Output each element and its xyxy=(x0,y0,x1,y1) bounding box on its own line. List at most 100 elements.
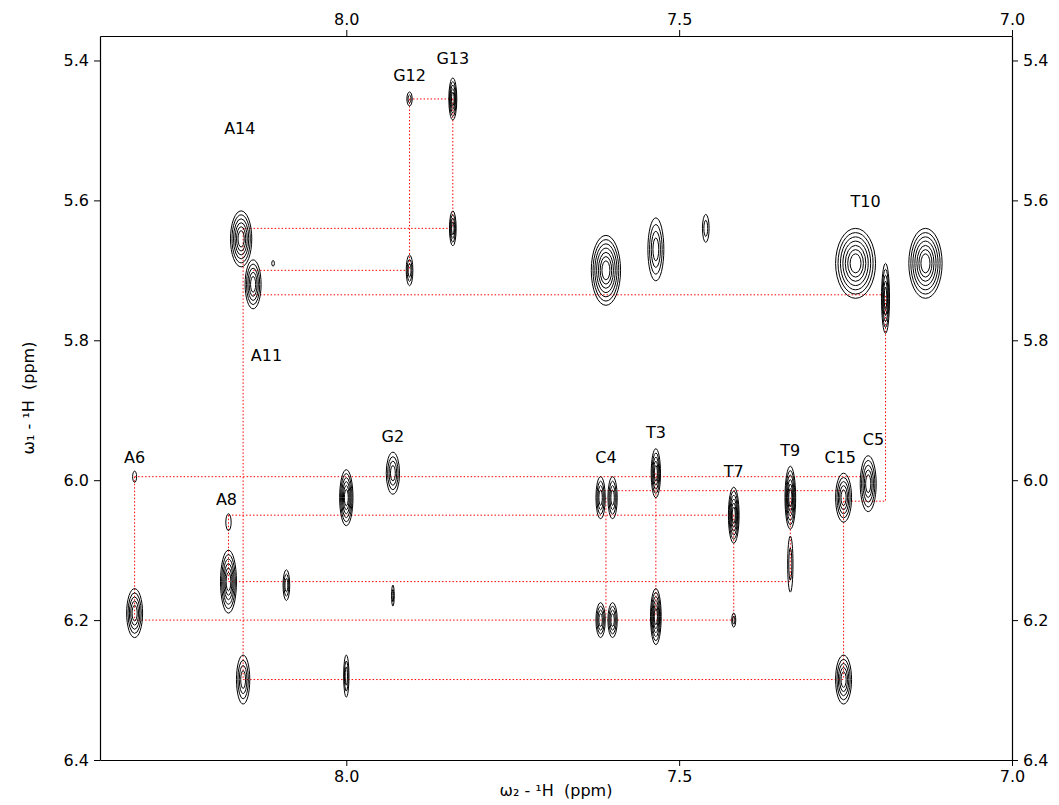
axis-line xyxy=(101,760,1013,761)
tick: 5.4 xyxy=(1012,51,1048,70)
contour xyxy=(609,606,616,634)
contour xyxy=(862,460,875,506)
peak-label: A11 xyxy=(251,346,282,365)
peak xyxy=(909,228,942,298)
peak xyxy=(406,255,413,286)
contour xyxy=(598,610,603,630)
peak xyxy=(449,211,456,246)
tick-mark xyxy=(679,760,680,766)
contour xyxy=(283,570,290,601)
tick: 6.2 xyxy=(1012,611,1048,630)
peak xyxy=(449,78,457,120)
contour xyxy=(284,574,289,596)
connection-line xyxy=(135,476,869,477)
contour xyxy=(608,603,617,638)
peak xyxy=(596,477,605,519)
contour xyxy=(841,672,846,688)
contour xyxy=(345,667,347,685)
contour xyxy=(654,461,659,485)
tick-mark xyxy=(1012,30,1013,36)
peak xyxy=(245,260,261,309)
tick-label: 6.0 xyxy=(1023,471,1048,490)
contour xyxy=(285,578,288,591)
tick: 6.2 xyxy=(64,611,100,630)
connection-line xyxy=(243,228,244,679)
contour xyxy=(245,260,261,309)
peak xyxy=(127,589,143,638)
tick-label: 6.2 xyxy=(64,611,89,630)
peak xyxy=(648,218,664,281)
tick: 6.0 xyxy=(64,471,100,490)
contour xyxy=(408,264,411,277)
contour xyxy=(390,466,395,481)
contour xyxy=(651,449,660,498)
tick-mark xyxy=(94,340,100,341)
contour xyxy=(838,233,873,294)
tick-label: 6.4 xyxy=(1023,751,1048,770)
contour xyxy=(730,495,738,535)
contour xyxy=(389,461,397,485)
peak xyxy=(236,655,249,704)
contour xyxy=(237,227,246,251)
contour xyxy=(863,465,874,502)
tick-label: 5.4 xyxy=(64,51,89,70)
peak-label: T3 xyxy=(645,423,666,442)
contour xyxy=(342,478,352,518)
contour xyxy=(654,465,657,481)
contour xyxy=(342,482,350,514)
peak-label: A8 xyxy=(216,490,237,509)
contour xyxy=(129,597,140,629)
contour xyxy=(611,490,614,505)
x-axis-title: ω₂ - ¹H (ppm) xyxy=(500,781,613,800)
tick: 5.8 xyxy=(1012,331,1048,350)
connection-line xyxy=(243,228,453,229)
contour xyxy=(220,550,236,613)
tick-mark xyxy=(1012,340,1018,341)
tick-mark xyxy=(94,200,100,201)
connection-line xyxy=(601,490,844,491)
peak-label: C5 xyxy=(863,430,884,449)
y-axis-title: ω₁ - ¹H (ppm) xyxy=(19,342,38,455)
tick-label: 8.0 xyxy=(334,767,359,786)
peak-label: G13 xyxy=(436,49,469,68)
contour xyxy=(344,661,348,691)
tick-label: 7.0 xyxy=(1000,10,1025,29)
tick-label: 7.5 xyxy=(667,767,692,786)
tick: 6.4 xyxy=(64,751,100,770)
contour xyxy=(732,507,735,523)
peak xyxy=(133,471,137,482)
peak xyxy=(340,470,353,526)
peak-label: A6 xyxy=(124,448,145,467)
contour xyxy=(591,235,620,305)
tick-label: 6.0 xyxy=(64,471,89,490)
peak xyxy=(596,603,605,638)
contour xyxy=(599,614,602,627)
contour xyxy=(882,269,889,327)
contour xyxy=(653,238,659,261)
tick: 5.6 xyxy=(1012,191,1048,210)
contour xyxy=(450,85,455,113)
contour xyxy=(788,484,793,511)
contour xyxy=(883,275,888,321)
contour xyxy=(344,655,349,697)
contour xyxy=(131,601,139,625)
contour xyxy=(840,668,848,692)
contour xyxy=(729,491,738,539)
peak xyxy=(220,550,236,613)
contour xyxy=(836,473,852,522)
y-axis-right: 5.4 5.6 5.8 6.0 6.2 6.4 xyxy=(1012,37,1048,770)
contour xyxy=(845,245,866,281)
contour xyxy=(272,261,275,267)
contour xyxy=(836,228,876,298)
contour xyxy=(837,477,850,518)
contour xyxy=(836,655,852,704)
peak xyxy=(651,589,662,645)
tick: 7.5 xyxy=(667,10,692,36)
tick: 7.5 xyxy=(667,760,692,786)
x-axis-top: 8.07.57.0 xyxy=(101,10,1026,37)
contour xyxy=(595,244,617,297)
contour xyxy=(909,228,942,298)
connection-line xyxy=(228,515,733,516)
plot-area xyxy=(127,78,942,704)
tick: 5.8 xyxy=(64,331,100,350)
